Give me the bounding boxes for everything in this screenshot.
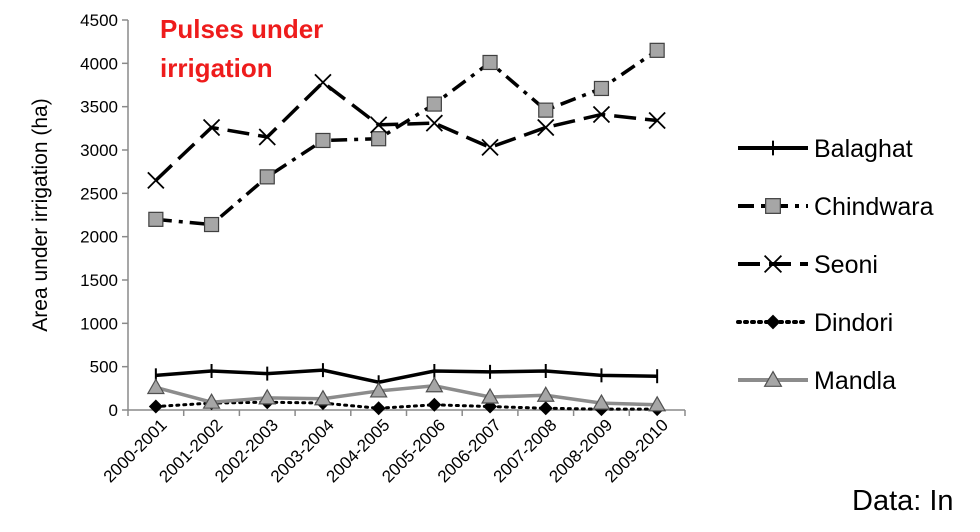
y-tick-label: 0 <box>109 401 118 420</box>
y-tick-label: 4500 <box>80 11 118 30</box>
y-tick-label: 1500 <box>80 271 118 290</box>
data-point <box>369 381 388 398</box>
y-tick-label: 3000 <box>80 141 118 160</box>
data-point <box>538 102 554 118</box>
data-point <box>763 370 783 387</box>
series-mandla <box>146 376 667 412</box>
legend-entry-mandla: Mandla <box>738 367 896 395</box>
data-point <box>202 392 221 409</box>
data-point <box>425 114 443 132</box>
chart-title: Pulses under irrigation <box>160 14 323 83</box>
data-point <box>426 96 442 112</box>
y-tick-label: 500 <box>90 358 118 377</box>
chart-title-line: Pulses under <box>160 14 323 44</box>
series-chindwara <box>148 42 665 233</box>
data-point <box>313 389 332 406</box>
data-point <box>649 42 665 58</box>
data-point <box>648 111 666 130</box>
data-point <box>148 211 164 227</box>
legend-label: Seoni <box>814 251 878 279</box>
legend-entry-balaghat: Balaghat <box>738 135 913 163</box>
series-line <box>154 400 659 411</box>
legend-label: Dindori <box>814 309 893 337</box>
data-point <box>371 131 387 147</box>
data-point <box>427 397 442 412</box>
legend-label: Mandla <box>814 367 896 395</box>
data-point <box>765 314 781 330</box>
y-tick-label: 2000 <box>80 228 118 247</box>
legend-entry-chindwara: Chindwara <box>738 193 934 221</box>
data-point <box>258 128 276 146</box>
series-line <box>155 48 659 227</box>
data-point <box>763 254 783 274</box>
legend-entry-seoni: Seoni <box>738 251 878 279</box>
y-axis-label: Area under irrigation (ha) <box>29 98 52 331</box>
data-point <box>648 395 667 412</box>
series-seoni <box>147 73 666 189</box>
data-point <box>371 401 386 416</box>
series-line <box>155 368 658 385</box>
data-point <box>537 118 555 137</box>
data-point <box>147 171 165 189</box>
chart-title-line: irrigation <box>160 53 273 83</box>
y-tick-label: 3500 <box>80 98 118 117</box>
y-tick-label: 4000 <box>80 54 118 73</box>
y-tick-label: 2500 <box>80 184 118 203</box>
series-layer <box>146 42 667 417</box>
data-point <box>203 216 220 233</box>
data-point <box>259 169 275 185</box>
y-tick-label: 1000 <box>80 314 118 333</box>
data-point <box>202 118 221 137</box>
legend-entry-dindori: Dindori <box>736 309 893 337</box>
data-point <box>315 132 331 149</box>
data-point <box>765 198 781 214</box>
footer-note: Data: In <box>852 485 954 517</box>
data-point <box>258 388 277 405</box>
data-point <box>314 73 332 92</box>
data-point <box>482 54 498 71</box>
data-point <box>593 80 610 97</box>
data-point <box>538 401 553 416</box>
data-point <box>148 399 163 414</box>
data-point <box>592 105 611 124</box>
data-point <box>146 378 165 395</box>
series-line <box>155 383 658 407</box>
data-point <box>370 116 388 134</box>
data-point <box>481 138 499 157</box>
data-point <box>536 386 555 402</box>
series-balaghat <box>154 363 659 390</box>
legend-label: Balaghat <box>814 135 913 163</box>
legend-label: Chindwara <box>814 193 934 221</box>
data-point <box>592 393 611 410</box>
data-point <box>425 376 444 393</box>
series-line <box>154 80 658 182</box>
data-point <box>481 387 500 404</box>
legend: Balaghat Chindwara Seoni Dindori Mandla <box>736 135 934 395</box>
